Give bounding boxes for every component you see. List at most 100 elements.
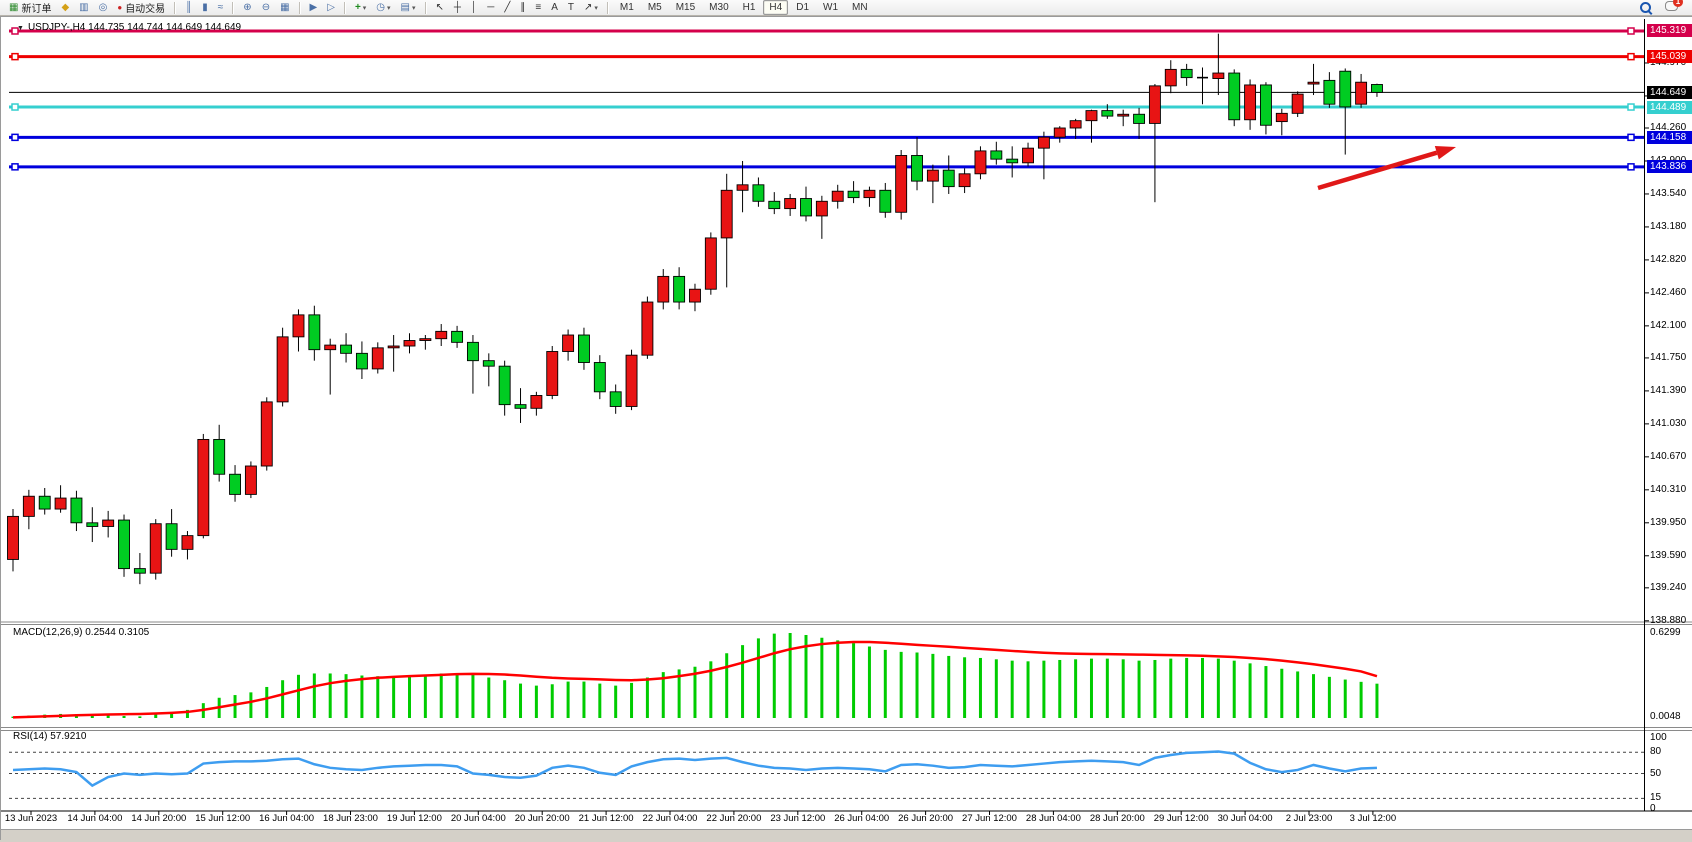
price-axis-tick: 139.240 bbox=[1650, 581, 1687, 593]
cursor-button[interactable]: ↖ bbox=[432, 0, 448, 16]
chart-title-text: USDJPY-,H4 144.735 144.744 144.649 144.6… bbox=[27, 22, 242, 33]
search-icon[interactable] bbox=[1640, 2, 1651, 13]
price-axis-tick: 141.390 bbox=[1650, 384, 1687, 396]
time-axis-label: 16 Jun 04:00 bbox=[259, 813, 315, 824]
timeframe-w1-button[interactable]: W1 bbox=[823, 2, 839, 13]
new-order-button[interactable]: ▦ 新订单 bbox=[5, 0, 55, 16]
price-level-badge: 145.319 bbox=[1647, 24, 1692, 38]
horizontal-line-icon: ─ bbox=[487, 1, 495, 13]
price-axis-tick: 141.750 bbox=[1650, 351, 1687, 363]
time-axis-label: 14 Jun 04:00 bbox=[67, 813, 123, 824]
cursor-icon: ↖ bbox=[435, 1, 444, 13]
line-chart-icon: ≈ bbox=[217, 1, 224, 13]
timeframe-m30-button[interactable]: M30 bbox=[709, 2, 729, 13]
equidistant-channel-button[interactable]: ∥ bbox=[516, 0, 529, 16]
zoom-in-icon: ⊕ bbox=[243, 1, 252, 13]
new-order-label: 新订单 bbox=[21, 4, 52, 15]
price-axis-tick: 140.670 bbox=[1650, 450, 1687, 462]
time-axis-label: 20 Jun 04:00 bbox=[450, 813, 506, 824]
time-axis-label: 30 Jun 04:00 bbox=[1217, 813, 1273, 824]
candle-chart-button[interactable]: ▮ bbox=[198, 0, 212, 16]
chat-button[interactable]: 1 bbox=[1665, 0, 1683, 14]
price-axis-tick: 138.880 bbox=[1650, 614, 1687, 626]
auto-scroll-button[interactable]: ▶ bbox=[306, 0, 322, 16]
zoom-in-button[interactable]: ⊕ bbox=[239, 0, 255, 16]
timeframe-h4-button[interactable]: H4 bbox=[763, 0, 789, 15]
trendline-button[interactable]: ╱ bbox=[500, 0, 514, 16]
rsi-axis-tick: 80 bbox=[1650, 746, 1662, 758]
timeframe-d1-button[interactable]: D1 bbox=[796, 2, 810, 13]
market-watch-button[interactable]: ▥ bbox=[75, 0, 92, 16]
time-axis-label: 19 Jun 12:00 bbox=[386, 813, 442, 824]
indicators-button[interactable]: + ▾ bbox=[351, 0, 370, 16]
auto-trading-icon: ● bbox=[117, 2, 123, 12]
toolbar-separator bbox=[424, 1, 427, 14]
text-button[interactable]: A bbox=[547, 0, 562, 16]
chart-shift-button[interactable]: ▷ bbox=[323, 0, 339, 16]
periods-button[interactable]: ◷ ▾ bbox=[372, 0, 394, 16]
price-axis-tick: 140.310 bbox=[1650, 483, 1687, 495]
notification-badge: 1 bbox=[1673, 0, 1683, 7]
time-axis-label: 27 Jun 12:00 bbox=[962, 813, 1017, 824]
toolbar-separator bbox=[232, 1, 235, 14]
vertical-line-button[interactable]: │ bbox=[467, 0, 481, 16]
text-icon: A bbox=[551, 1, 558, 13]
profile-button[interactable]: ◆ bbox=[57, 0, 73, 16]
auto-trading-button[interactable]: ● 自动交易 bbox=[113, 0, 169, 16]
toolbar-separator bbox=[343, 1, 346, 14]
toolbar-separator bbox=[606, 1, 609, 14]
fibonacci-button[interactable]: ≡ bbox=[531, 0, 545, 16]
timeframe-m1-button[interactable]: M1 bbox=[619, 2, 634, 13]
price-level-badge: 144.158 bbox=[1647, 130, 1692, 144]
time-axis-label: 2 Jul 23:00 bbox=[1285, 813, 1333, 824]
new-order-icon: ▦ bbox=[9, 1, 19, 13]
tile-windows-button[interactable]: ▦ bbox=[276, 0, 293, 16]
fibonacci-icon: ≡ bbox=[535, 1, 542, 13]
chart-title: ▼ USDJPY-,H4 144.735 144.744 144.649 144.… bbox=[17, 22, 241, 33]
price-axis-tick: 142.460 bbox=[1650, 286, 1687, 298]
price-level-badge: 143.836 bbox=[1647, 160, 1692, 174]
indicators-icon: + bbox=[354, 1, 361, 13]
chart-canvas[interactable] bbox=[1, 17, 1692, 841]
chevron-down-icon: ▾ bbox=[412, 4, 416, 12]
time-axis-label: 15 Jun 12:00 bbox=[195, 813, 251, 824]
zoom-out-button[interactable]: ⊖ bbox=[258, 0, 274, 16]
macd-label: MACD(12,26,9) 0.2544 0.3105 bbox=[13, 627, 150, 638]
chevron-down-icon: ▾ bbox=[594, 4, 598, 12]
templates-button[interactable]: ▤ ▾ bbox=[397, 0, 420, 16]
timeframe-h1-button[interactable]: H1 bbox=[742, 2, 756, 13]
timeframe-m15-button[interactable]: M15 bbox=[675, 2, 696, 13]
timeframe-m5-button[interactable]: M5 bbox=[647, 2, 662, 13]
bar-chart-icon: ║ bbox=[185, 1, 193, 13]
line-chart-button[interactable]: ≈ bbox=[214, 0, 228, 16]
macd-axis-max: 0.6299 bbox=[1650, 627, 1681, 638]
price-axis-tick: 142.820 bbox=[1650, 253, 1687, 265]
rsi-axis-tick: 50 bbox=[1650, 767, 1662, 779]
market-watch-icon: ▥ bbox=[79, 1, 89, 13]
chart-window[interactable]: ▼ USDJPY-,H4 144.735 144.744 144.649 144.… bbox=[0, 16, 1692, 842]
price-axis-tick: 143.540 bbox=[1650, 187, 1687, 199]
time-axis-label: 21 Jun 12:00 bbox=[578, 813, 634, 824]
horizontal-line-button[interactable]: ─ bbox=[483, 0, 498, 16]
chart-shift-icon: ▷ bbox=[327, 1, 335, 13]
zoom-out-icon: ⊖ bbox=[261, 1, 271, 13]
rsi-label: RSI(14) 57.9210 bbox=[13, 731, 87, 742]
timeframe-mn-button[interactable]: MN bbox=[852, 2, 868, 13]
crosshair-button[interactable]: ┼ bbox=[450, 0, 465, 16]
bar-chart-button[interactable]: ║ bbox=[181, 0, 196, 16]
time-axis-label: 18 Jun 23:00 bbox=[323, 813, 378, 824]
time-axis-label: 22 Jun 04:00 bbox=[642, 813, 698, 824]
navigator-button[interactable]: ◎ bbox=[95, 0, 112, 16]
price-axis-tick: 139.950 bbox=[1650, 516, 1687, 528]
price-level-badge: 144.649 bbox=[1647, 85, 1692, 99]
text-label-button[interactable]: T bbox=[564, 0, 578, 16]
chart-marker-icon: ▼ bbox=[17, 25, 24, 32]
profile-icon: ◆ bbox=[61, 1, 70, 13]
time-axis-label: 3 Jul 12:00 bbox=[1349, 813, 1397, 824]
price-level-badge: 144.489 bbox=[1647, 100, 1692, 114]
price-axis-tick: 141.030 bbox=[1650, 417, 1687, 429]
trend-arrow[interactable] bbox=[1434, 145, 1456, 160]
text-label-icon: T bbox=[567, 1, 574, 13]
chevron-down-icon: ▾ bbox=[387, 4, 391, 12]
arrows-button[interactable]: ↗ ▾ bbox=[580, 0, 602, 16]
